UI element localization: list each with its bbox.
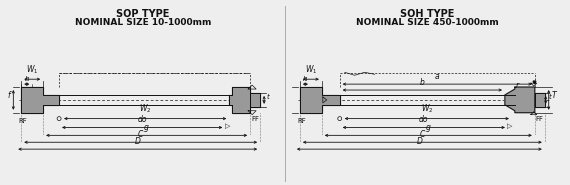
Polygon shape bbox=[505, 87, 535, 113]
Text: $W_1$: $W_1$ bbox=[305, 64, 317, 76]
Text: b: b bbox=[420, 78, 425, 87]
Polygon shape bbox=[250, 93, 260, 107]
Text: SOP TYPE: SOP TYPE bbox=[116, 9, 169, 19]
Text: $\triangleright$: $\triangleright$ bbox=[506, 122, 514, 131]
Text: $\triangleright$: $\triangleright$ bbox=[223, 122, 231, 131]
Text: t: t bbox=[548, 94, 551, 100]
Text: h: h bbox=[25, 76, 29, 82]
Text: D: D bbox=[417, 137, 422, 146]
Text: SOH TYPE: SOH TYPE bbox=[400, 9, 454, 19]
Text: RF: RF bbox=[18, 117, 27, 124]
Polygon shape bbox=[21, 87, 59, 113]
Text: do: do bbox=[137, 115, 147, 124]
Text: do: do bbox=[419, 115, 429, 124]
Text: FF: FF bbox=[251, 116, 259, 122]
Text: a: a bbox=[435, 72, 439, 81]
Text: T: T bbox=[551, 91, 556, 100]
Text: $W_2$: $W_2$ bbox=[421, 103, 433, 115]
Text: t: t bbox=[267, 94, 270, 100]
Polygon shape bbox=[229, 87, 250, 113]
Text: $W_2$: $W_2$ bbox=[139, 103, 152, 115]
Polygon shape bbox=[300, 87, 340, 113]
Text: g: g bbox=[144, 123, 149, 132]
Text: h: h bbox=[303, 76, 308, 82]
Text: r: r bbox=[516, 81, 519, 90]
Text: D: D bbox=[135, 137, 141, 146]
Text: C: C bbox=[420, 130, 425, 139]
Text: FF: FF bbox=[536, 116, 544, 122]
Text: g: g bbox=[426, 123, 431, 132]
Text: NOMINAL SIZE 10-1000mm: NOMINAL SIZE 10-1000mm bbox=[75, 18, 211, 27]
Text: $W_1$: $W_1$ bbox=[26, 64, 38, 76]
Text: RF: RF bbox=[297, 117, 306, 124]
Text: NOMINAL SIZE 450-1000mm: NOMINAL SIZE 450-1000mm bbox=[356, 18, 499, 27]
Polygon shape bbox=[535, 93, 545, 107]
Text: C: C bbox=[138, 130, 144, 139]
Text: f: f bbox=[7, 91, 10, 100]
